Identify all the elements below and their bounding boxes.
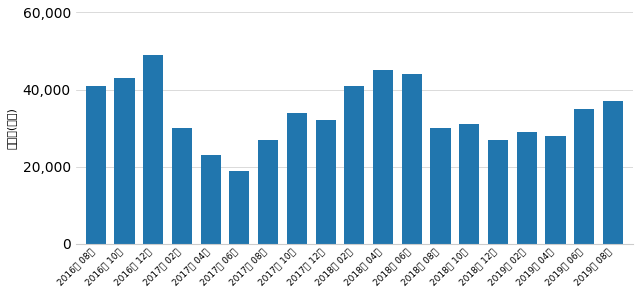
Bar [287, 113, 307, 244]
Bar [115, 78, 134, 244]
Bar [316, 121, 335, 244]
Bar [344, 86, 364, 244]
Bar [373, 70, 393, 244]
Y-axis label: 거래량(건수): 거래량(건수) [7, 107, 17, 149]
Bar [431, 128, 451, 244]
Bar [143, 55, 163, 244]
Bar [172, 128, 192, 244]
Bar [603, 101, 623, 244]
Bar [86, 86, 106, 244]
Bar [516, 132, 537, 244]
Bar [200, 155, 221, 244]
Bar [488, 140, 508, 244]
Bar [402, 74, 422, 244]
Bar [460, 124, 479, 244]
Bar [545, 136, 566, 244]
Bar [258, 140, 278, 244]
Bar [574, 109, 595, 244]
Bar [229, 171, 250, 244]
